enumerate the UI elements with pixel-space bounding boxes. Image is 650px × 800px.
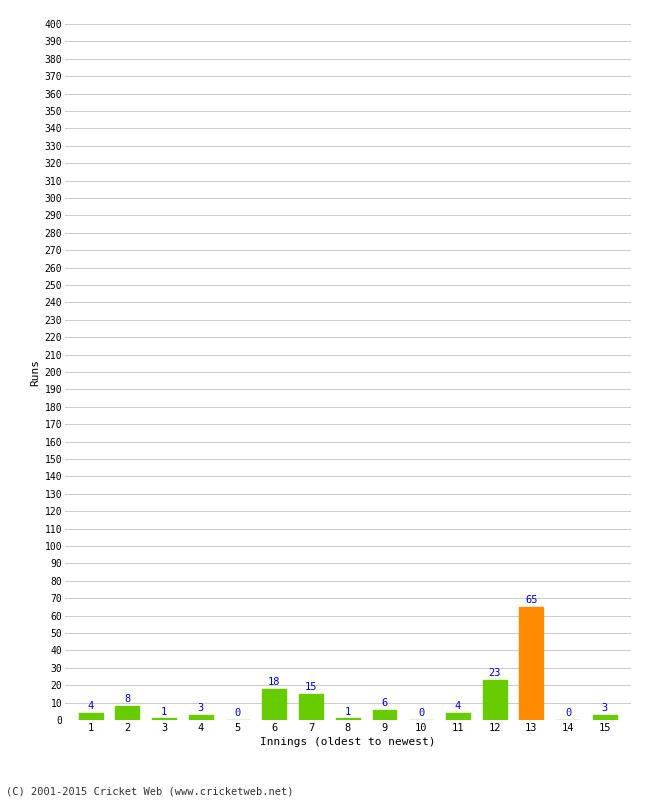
Text: 65: 65 [525, 595, 538, 605]
Text: 1: 1 [344, 706, 351, 717]
Bar [446, 713, 470, 720]
Y-axis label: Runs: Runs [31, 358, 40, 386]
Bar [593, 714, 617, 720]
Bar [263, 689, 286, 720]
Text: 0: 0 [235, 708, 240, 718]
Text: (C) 2001-2015 Cricket Web (www.cricketweb.net): (C) 2001-2015 Cricket Web (www.cricketwe… [6, 786, 294, 796]
Bar [483, 680, 506, 720]
Bar [152, 718, 176, 720]
Text: 3: 3 [602, 703, 608, 713]
Text: 8: 8 [124, 694, 131, 704]
Bar [336, 718, 359, 720]
Bar [116, 706, 139, 720]
X-axis label: Innings (oldest to newest): Innings (oldest to newest) [260, 737, 436, 747]
Bar [189, 714, 213, 720]
Text: 23: 23 [488, 668, 501, 678]
Text: 15: 15 [305, 682, 317, 692]
Text: 6: 6 [382, 698, 387, 708]
Bar [372, 710, 396, 720]
Text: 3: 3 [198, 703, 204, 713]
Text: 4: 4 [455, 702, 461, 711]
Text: 0: 0 [565, 708, 571, 718]
Text: 18: 18 [268, 677, 281, 687]
Text: 0: 0 [418, 708, 424, 718]
Bar [519, 607, 543, 720]
Text: 4: 4 [88, 702, 94, 711]
Bar [299, 694, 323, 720]
Bar [79, 713, 103, 720]
Text: 1: 1 [161, 706, 167, 717]
